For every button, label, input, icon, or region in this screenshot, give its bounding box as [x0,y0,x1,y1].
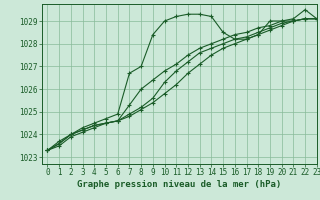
X-axis label: Graphe pression niveau de la mer (hPa): Graphe pression niveau de la mer (hPa) [77,180,281,189]
